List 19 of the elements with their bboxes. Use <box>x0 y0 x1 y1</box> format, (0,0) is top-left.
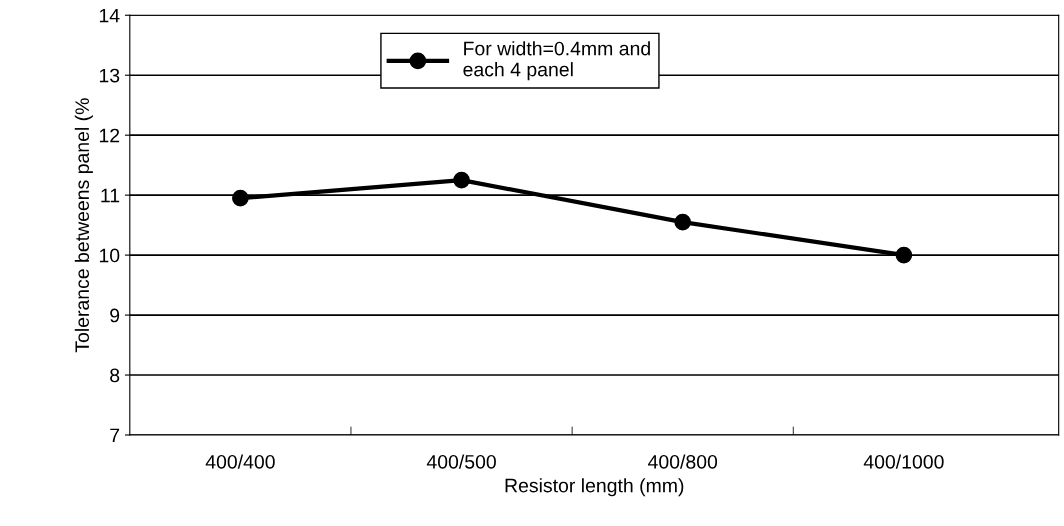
y-tick-label: 14 <box>99 8 120 23</box>
y-axis-title: Tolerance betweens panel (% <box>74 98 93 353</box>
x-tick-label: 400/500 <box>426 454 496 469</box>
legend-label: For width=0.4mm and each 4 panel <box>463 41 650 81</box>
x-axis-title: Resistor length (mm) <box>505 478 684 497</box>
point <box>674 213 692 231</box>
y-tick-label: 10 <box>99 248 120 263</box>
y-tick-label: 7 <box>110 428 120 443</box>
x-tick-label: 400/800 <box>648 454 718 469</box>
y-tick-label: 9 <box>110 308 120 323</box>
y-tick-label: 12 <box>99 128 120 143</box>
x-tick-label: 400/1000 <box>863 454 944 469</box>
x-tick-label: 400/400 <box>205 454 275 469</box>
y-tick-label: 8 <box>110 368 120 383</box>
y-tick-label: 13 <box>99 68 120 83</box>
point <box>453 171 470 189</box>
y-tick-label: 11 <box>101 188 120 203</box>
point <box>232 189 249 207</box>
point <box>895 246 913 264</box>
